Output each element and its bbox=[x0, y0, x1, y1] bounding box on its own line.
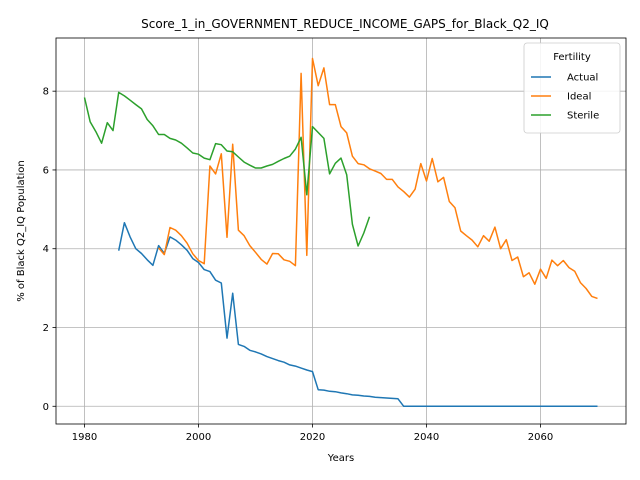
legend-entries: Actual Ideal Sterile bbox=[531, 73, 599, 122]
x-tick-label: 2040 bbox=[414, 432, 439, 443]
legend-label-actual: Actual bbox=[567, 73, 598, 84]
x-axis-label: Years bbox=[327, 453, 354, 464]
legend-label-ideal: Ideal bbox=[567, 92, 591, 103]
y-tick-label: 0 bbox=[43, 402, 49, 413]
y-tick-label: 8 bbox=[43, 87, 49, 98]
axis-ticks: 1980 2000 2020 2040 2060 0 2 4 6 8 bbox=[43, 87, 554, 443]
series-line-actual bbox=[117, 221, 598, 408]
y-axis-label: % of Black Q2_IQ Population bbox=[16, 160, 27, 302]
legend: Fertility Actual Ideal Sterile bbox=[523, 42, 621, 134]
y-tick-label: 4 bbox=[43, 244, 49, 255]
legend-box bbox=[523, 42, 621, 134]
plot-frame bbox=[55, 37, 627, 425]
x-tick-label: 2060 bbox=[528, 432, 553, 443]
series-line-ideal bbox=[158, 57, 598, 300]
series-line-sterile bbox=[83, 91, 371, 247]
legend-label-sterile: Sterile bbox=[567, 111, 599, 122]
y-tick-label: 2 bbox=[43, 323, 49, 334]
x-tick-label: 2000 bbox=[186, 432, 211, 443]
series-lines bbox=[83, 57, 598, 408]
y-tick-label: 6 bbox=[43, 165, 49, 176]
legend-title: Fertility bbox=[553, 52, 591, 63]
x-tick-label: 1980 bbox=[72, 432, 97, 443]
x-tick-label: 2020 bbox=[300, 432, 325, 443]
chart-title: Score_1_in_GOVERNMENT_REDUCE_INCOME_GAPS… bbox=[141, 17, 549, 31]
